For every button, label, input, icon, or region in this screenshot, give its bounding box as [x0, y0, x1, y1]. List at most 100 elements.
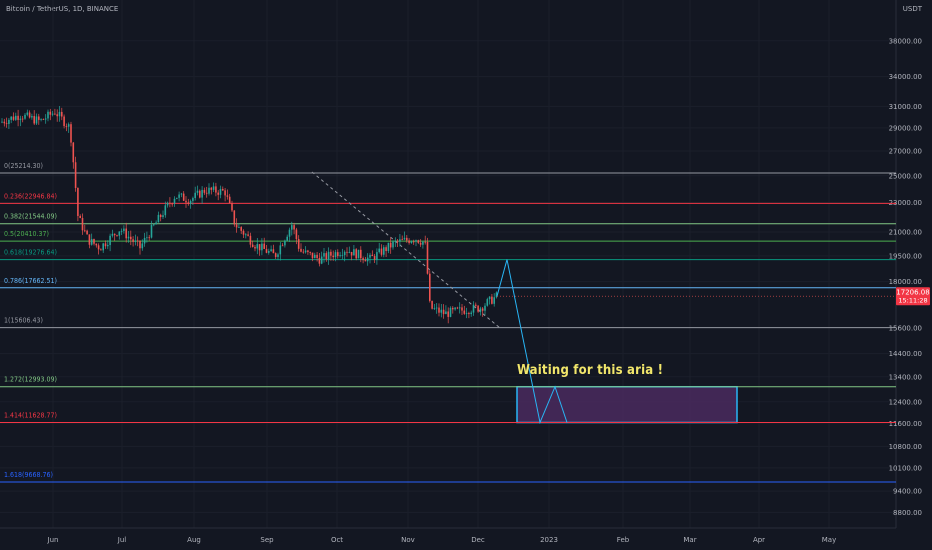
candle-body	[380, 248, 383, 255]
x-tick-label: Mar	[683, 536, 696, 544]
candle-body	[408, 240, 410, 243]
candle-body	[44, 118, 47, 120]
candle-body	[277, 254, 279, 257]
fib-label: 1.414(11628.77)	[4, 411, 57, 419]
candle-body	[396, 240, 399, 242]
candle-body	[314, 254, 316, 259]
candle-body	[173, 198, 176, 204]
candle-body	[495, 292, 498, 298]
candle-body	[343, 251, 346, 256]
y-tick-label: 18000.00	[889, 278, 922, 286]
candle-body	[104, 243, 107, 247]
candle-body	[224, 190, 226, 196]
candle-body	[97, 245, 100, 250]
y-tick-label: 15600.00	[889, 324, 922, 332]
fib-label: 1.272(12993.09)	[4, 376, 57, 384]
candle-body	[222, 188, 224, 191]
candle-body	[387, 242, 390, 252]
candle-body	[79, 215, 81, 219]
candle-body	[435, 307, 438, 309]
candle-body	[392, 241, 394, 248]
candle-body	[477, 305, 479, 312]
candle-body	[348, 251, 351, 253]
candle-body	[369, 254, 371, 258]
candle-body	[185, 200, 187, 203]
candle-body	[341, 255, 344, 256]
candle-body	[42, 119, 45, 120]
candle-body	[337, 252, 339, 257]
candle-body	[245, 234, 247, 236]
candle-body	[231, 203, 233, 211]
candle-body	[339, 255, 341, 257]
candle-body	[403, 237, 406, 240]
candle-body	[162, 215, 164, 218]
candle-body	[256, 244, 259, 249]
candle-body	[371, 254, 374, 257]
candle-body	[74, 162, 77, 188]
candle-body	[77, 187, 79, 216]
candle-body	[17, 115, 19, 120]
candle-body	[334, 252, 337, 258]
candle-body	[449, 307, 452, 317]
candle-body	[21, 118, 24, 120]
candle-body	[219, 188, 222, 195]
candle-body	[217, 192, 219, 195]
currency-label: USDT	[902, 5, 922, 13]
candle-body	[212, 186, 215, 190]
candle-body	[176, 197, 178, 199]
candle-body	[15, 115, 17, 120]
candle-body	[330, 251, 332, 256]
candle-body	[327, 251, 330, 260]
target-annotation: Waiting for this aria !	[517, 363, 664, 378]
y-tick-label: 11600.00	[889, 420, 922, 428]
candle-body	[240, 227, 242, 231]
candle-body	[399, 239, 401, 242]
candle-body	[33, 116, 35, 124]
candle-body	[265, 248, 268, 253]
candle-body	[192, 198, 194, 201]
candle-body	[445, 311, 447, 315]
candle-body	[61, 111, 63, 117]
candle-body	[125, 228, 127, 239]
candle-body	[320, 256, 323, 264]
y-tick-label: 21000.00	[889, 228, 922, 236]
trendline	[311, 171, 501, 329]
candle-body	[127, 236, 130, 239]
candle-body	[157, 214, 160, 223]
candle-body	[452, 307, 454, 310]
candle-body	[412, 241, 415, 243]
countdown-label: 15:11:28	[898, 297, 927, 305]
candle-body	[438, 307, 440, 313]
candle-body	[100, 249, 102, 251]
candle-body	[284, 240, 286, 246]
fib-label: 1(15606.43)	[4, 317, 43, 325]
candle-body	[484, 305, 486, 311]
candle-body	[307, 250, 309, 252]
fib-label: 0.236(22946.84)	[4, 192, 57, 200]
candle-body	[323, 253, 325, 257]
candle-body	[472, 304, 475, 313]
candle-body	[123, 228, 125, 231]
candle-body	[295, 229, 298, 240]
candle-body	[194, 192, 196, 199]
candle-body	[353, 249, 355, 256]
candle-body	[95, 243, 98, 246]
candle-body	[178, 194, 180, 198]
x-tick-label: Nov	[401, 536, 415, 544]
candle-body	[272, 249, 275, 254]
candle-body	[35, 116, 38, 124]
candle-body	[107, 245, 109, 247]
candle-body	[93, 238, 95, 244]
candle-body	[364, 260, 367, 262]
y-tick-label: 13400.00	[889, 373, 922, 381]
candle-body	[302, 251, 305, 253]
x-tick-label: Apr	[753, 536, 765, 544]
candle-body	[410, 241, 413, 243]
x-tick-label: Jun	[47, 536, 59, 544]
candle-body	[54, 113, 56, 115]
candle-body	[24, 114, 26, 119]
current-price-label: 17206.08	[896, 289, 929, 297]
candle-body	[187, 202, 190, 204]
candle-body	[215, 186, 217, 193]
